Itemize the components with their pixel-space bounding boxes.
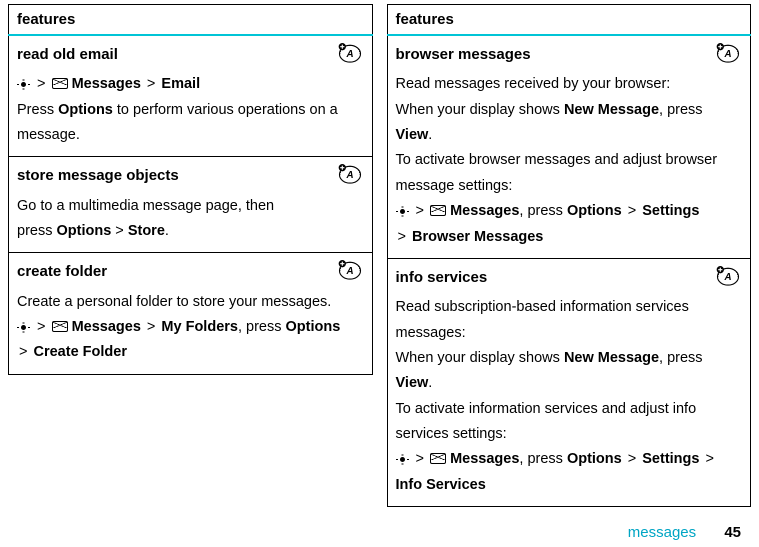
feature-text: Press Options to perform various operati… (17, 98, 364, 149)
nav-key-icon (17, 322, 31, 332)
network-dependent-icon (714, 42, 742, 64)
feature-text: When your display shows New Message, pre… (396, 346, 743, 397)
feature-text: To activate information services and adj… (396, 397, 743, 448)
footer-label: messages (628, 524, 696, 541)
feature-cell: read old email > Messages > EmailPress O… (9, 35, 373, 157)
features-table-left: features read old email > Messages > Ema… (8, 4, 373, 375)
network-dependent-icon (336, 163, 364, 185)
network-dependent-icon (336, 259, 364, 281)
nav-path: > Messages, press Options > Settings > I… (396, 447, 743, 498)
left-column: features read old email > Messages > Ema… (8, 4, 373, 507)
messages-icon (430, 453, 446, 464)
messages-icon (52, 321, 68, 332)
feature-text: Create a personal folder to store your m… (17, 290, 364, 315)
table-header: features (387, 5, 751, 36)
messages-icon (430, 205, 446, 216)
feature-cell: browser messages Read messages received b… (387, 35, 751, 258)
feature-title: info services (396, 265, 743, 291)
feature-text: When your display shows New Message, pre… (396, 98, 743, 149)
feature-text: To activate browser messages and adjust … (396, 148, 743, 199)
nav-path: > Messages, press Options > Settings (396, 199, 743, 224)
feature-text: Go to a multimedia message page, then (17, 194, 364, 219)
feature-title: read old email (17, 42, 364, 68)
feature-cell: store message objects Go to a multimedia … (9, 157, 373, 253)
feature-title: store message objects (17, 163, 364, 189)
feature-cell: info services Read subscription-based inf… (387, 258, 751, 506)
nav-path: > Messages > My Folders, press Options (17, 315, 364, 340)
right-column: features browser messages Read messages r… (387, 4, 752, 507)
network-dependent-icon (336, 42, 364, 64)
page-number: 45 (724, 524, 741, 541)
nav-key-icon (17, 79, 31, 89)
features-table-right: features browser messages Read messages r… (387, 4, 752, 507)
page-footer: messages 45 (628, 524, 741, 541)
feature-text: press Options > Store. (17, 219, 364, 244)
feature-cell: create folder Create a personal folder to… (9, 253, 373, 374)
table-header: features (9, 5, 373, 36)
network-dependent-icon (714, 265, 742, 287)
feature-text: Read messages received by your browser: (396, 72, 743, 97)
feature-title: browser messages (396, 42, 743, 68)
nav-path-cont: > Browser Messages (396, 225, 743, 250)
messages-icon (52, 78, 68, 89)
feature-text: Read subscription-based information serv… (396, 295, 743, 346)
feature-title: create folder (17, 259, 364, 285)
nav-key-icon (396, 455, 410, 465)
nav-key-icon (396, 206, 410, 216)
nav-path: > Messages > Email (17, 72, 364, 97)
nav-path-cont: > Create Folder (17, 340, 364, 365)
